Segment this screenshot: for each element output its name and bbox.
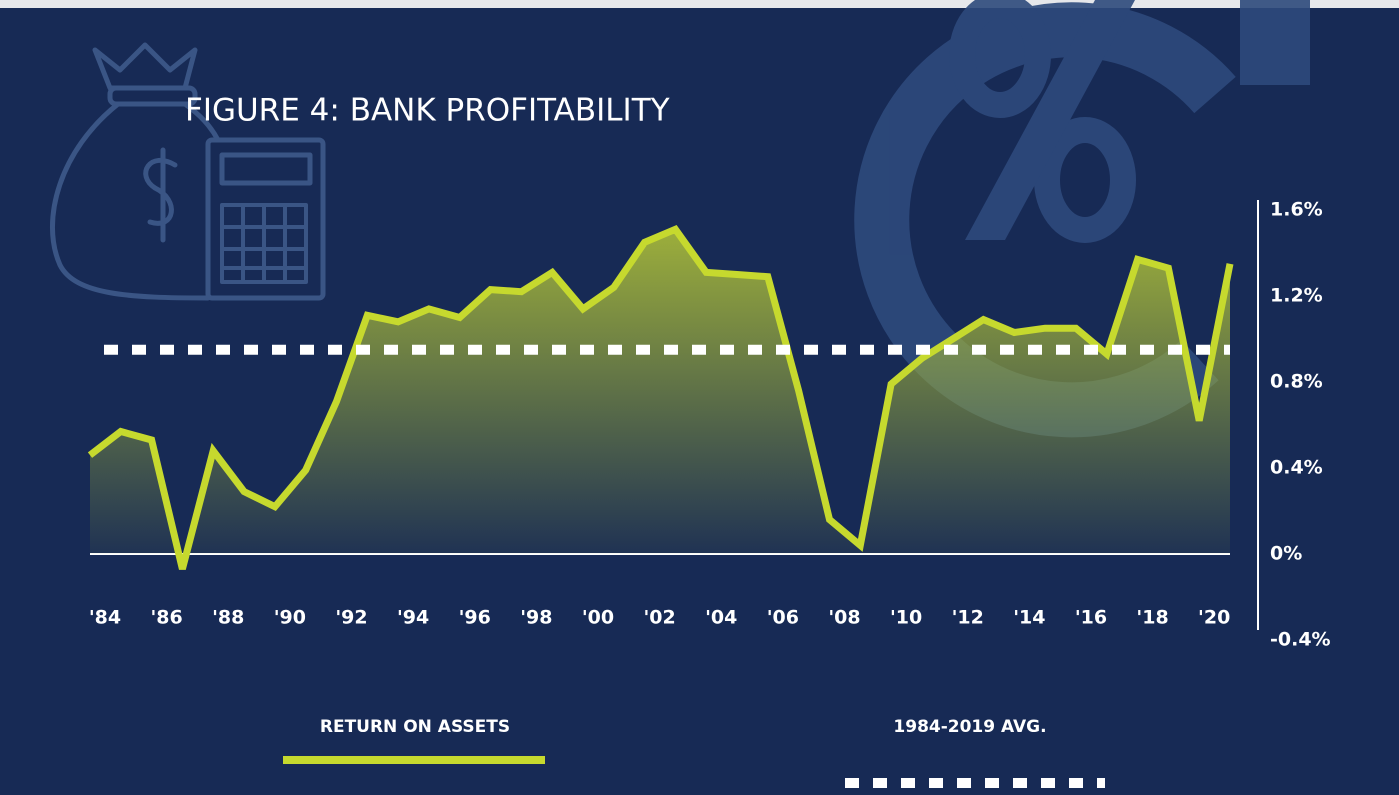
x-tick-label: '86 [150,607,182,629]
y-tick-label: 0.4% [1270,457,1323,479]
emblem-bar [1240,0,1310,85]
x-tick-label: '88 [212,607,244,629]
x-tick-label: '94 [397,607,429,629]
y-tick-label: 0.8% [1270,371,1323,393]
top-strip [0,0,1399,8]
x-tick-label: '16 [1075,607,1107,629]
y-tick-label: 0% [1270,543,1302,565]
x-tick-label: '98 [520,607,552,629]
x-tick-label: '96 [459,607,491,629]
x-tick-label: '90 [274,607,306,629]
y-tick-label: 1.6% [1270,199,1323,221]
x-tick-label: '02 [643,607,675,629]
chart-title: FIGURE 4: BANK PROFITABILITY [185,93,670,129]
x-tick-label: '00 [582,607,614,629]
page: {"chart_data": { "type": "line", "title"… [0,0,1399,795]
x-tick-label: '12 [952,607,984,629]
x-tick-label: '14 [1013,607,1045,629]
x-tick-label: '06 [767,607,799,629]
x-tick-label: '04 [705,607,737,629]
x-tick-label: '08 [828,607,860,629]
legend-label: RETURN ON ASSETS [320,717,510,737]
x-tick-label: '10 [890,607,922,629]
x-tick-label: '18 [1136,607,1168,629]
y-tick-label: 1.2% [1270,285,1323,307]
y-tick-label: -0.4% [1270,629,1331,651]
x-tick-label: '84 [89,607,121,629]
x-tick-label: '20 [1198,607,1230,629]
x-tick-label: '92 [335,607,367,629]
chart: FIGURE 4: BANK PROFITABILITY 1.6% 1.2% 0.8… [0,0,1399,795]
legend-label: 1984-2019 AVG. [893,717,1046,737]
